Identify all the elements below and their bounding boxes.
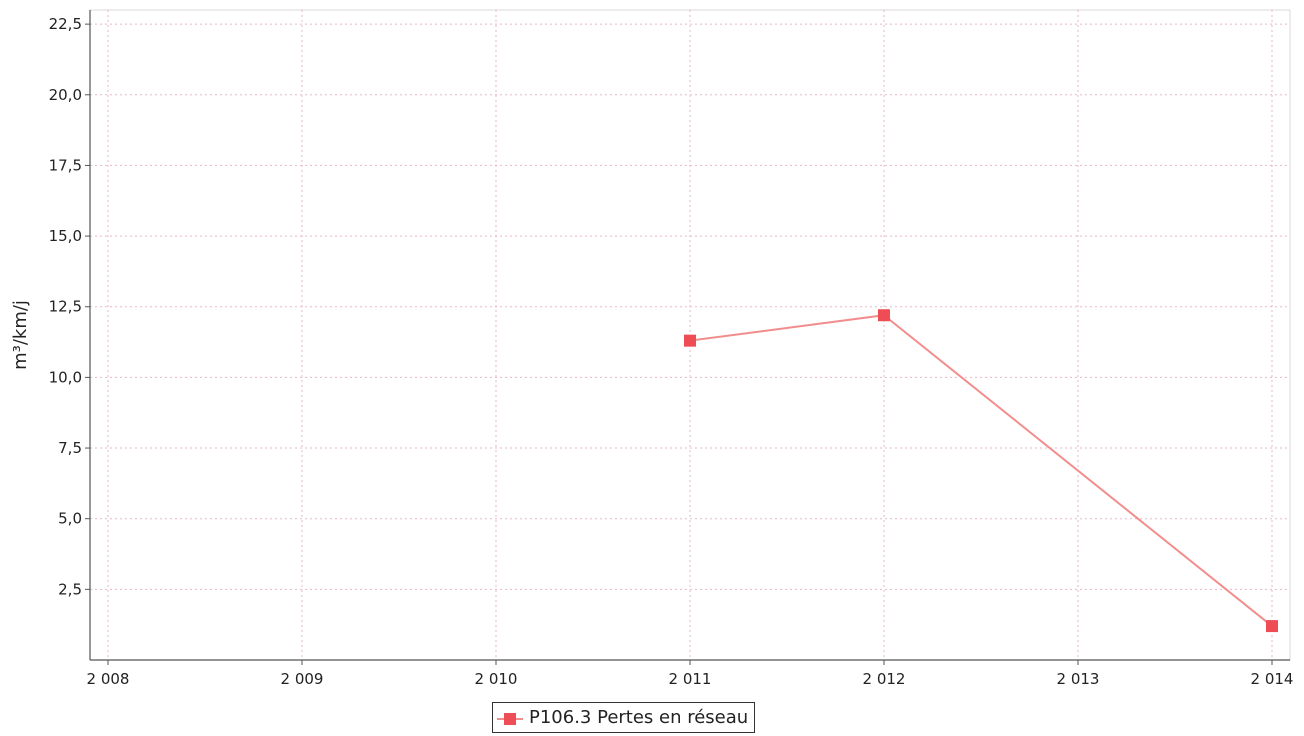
legend: P106.3 Pertes en réseau	[492, 702, 756, 733]
data-point-marker	[1266, 620, 1278, 633]
data-point-marker	[684, 334, 696, 347]
y-tick-label: 7,5	[58, 439, 82, 457]
y-tick-label: 20,0	[49, 86, 82, 104]
data-point-marker	[878, 309, 890, 322]
x-tick-label: 2 013	[1057, 670, 1100, 688]
x-tick-label: 2 014	[1251, 670, 1294, 688]
y-tick-label: 15,0	[49, 227, 82, 245]
x-tick-label: 2 010	[475, 670, 518, 688]
legend-square-marker-icon	[504, 712, 516, 725]
y-tick-label: 17,5	[49, 156, 82, 174]
axes-layer: 2,5 5,0 7,5 10,0 12,5 15,0 17,5 20,0 22,5 2 008 2 …	[49, 10, 1294, 688]
y-tick-label: 10,0	[49, 368, 82, 386]
y-tick-label: 22,5	[49, 15, 82, 33]
y-tick-label: 12,5	[49, 298, 82, 316]
legend-series-label: P106.3 Pertes en réseau	[529, 707, 749, 728]
y-axis-label: m³/km/j	[10, 300, 31, 370]
y-tick-label: 2,5	[58, 580, 82, 598]
x-tick-label: 2 011	[669, 670, 712, 688]
x-tick-label: 2 009	[281, 670, 324, 688]
series-layer	[684, 309, 1278, 633]
legend-series-swatch	[497, 711, 523, 725]
x-tick-label: 2 012	[863, 670, 906, 688]
y-tick-label: 5,0	[58, 510, 82, 528]
x-tick-label: 2 008	[87, 670, 130, 688]
